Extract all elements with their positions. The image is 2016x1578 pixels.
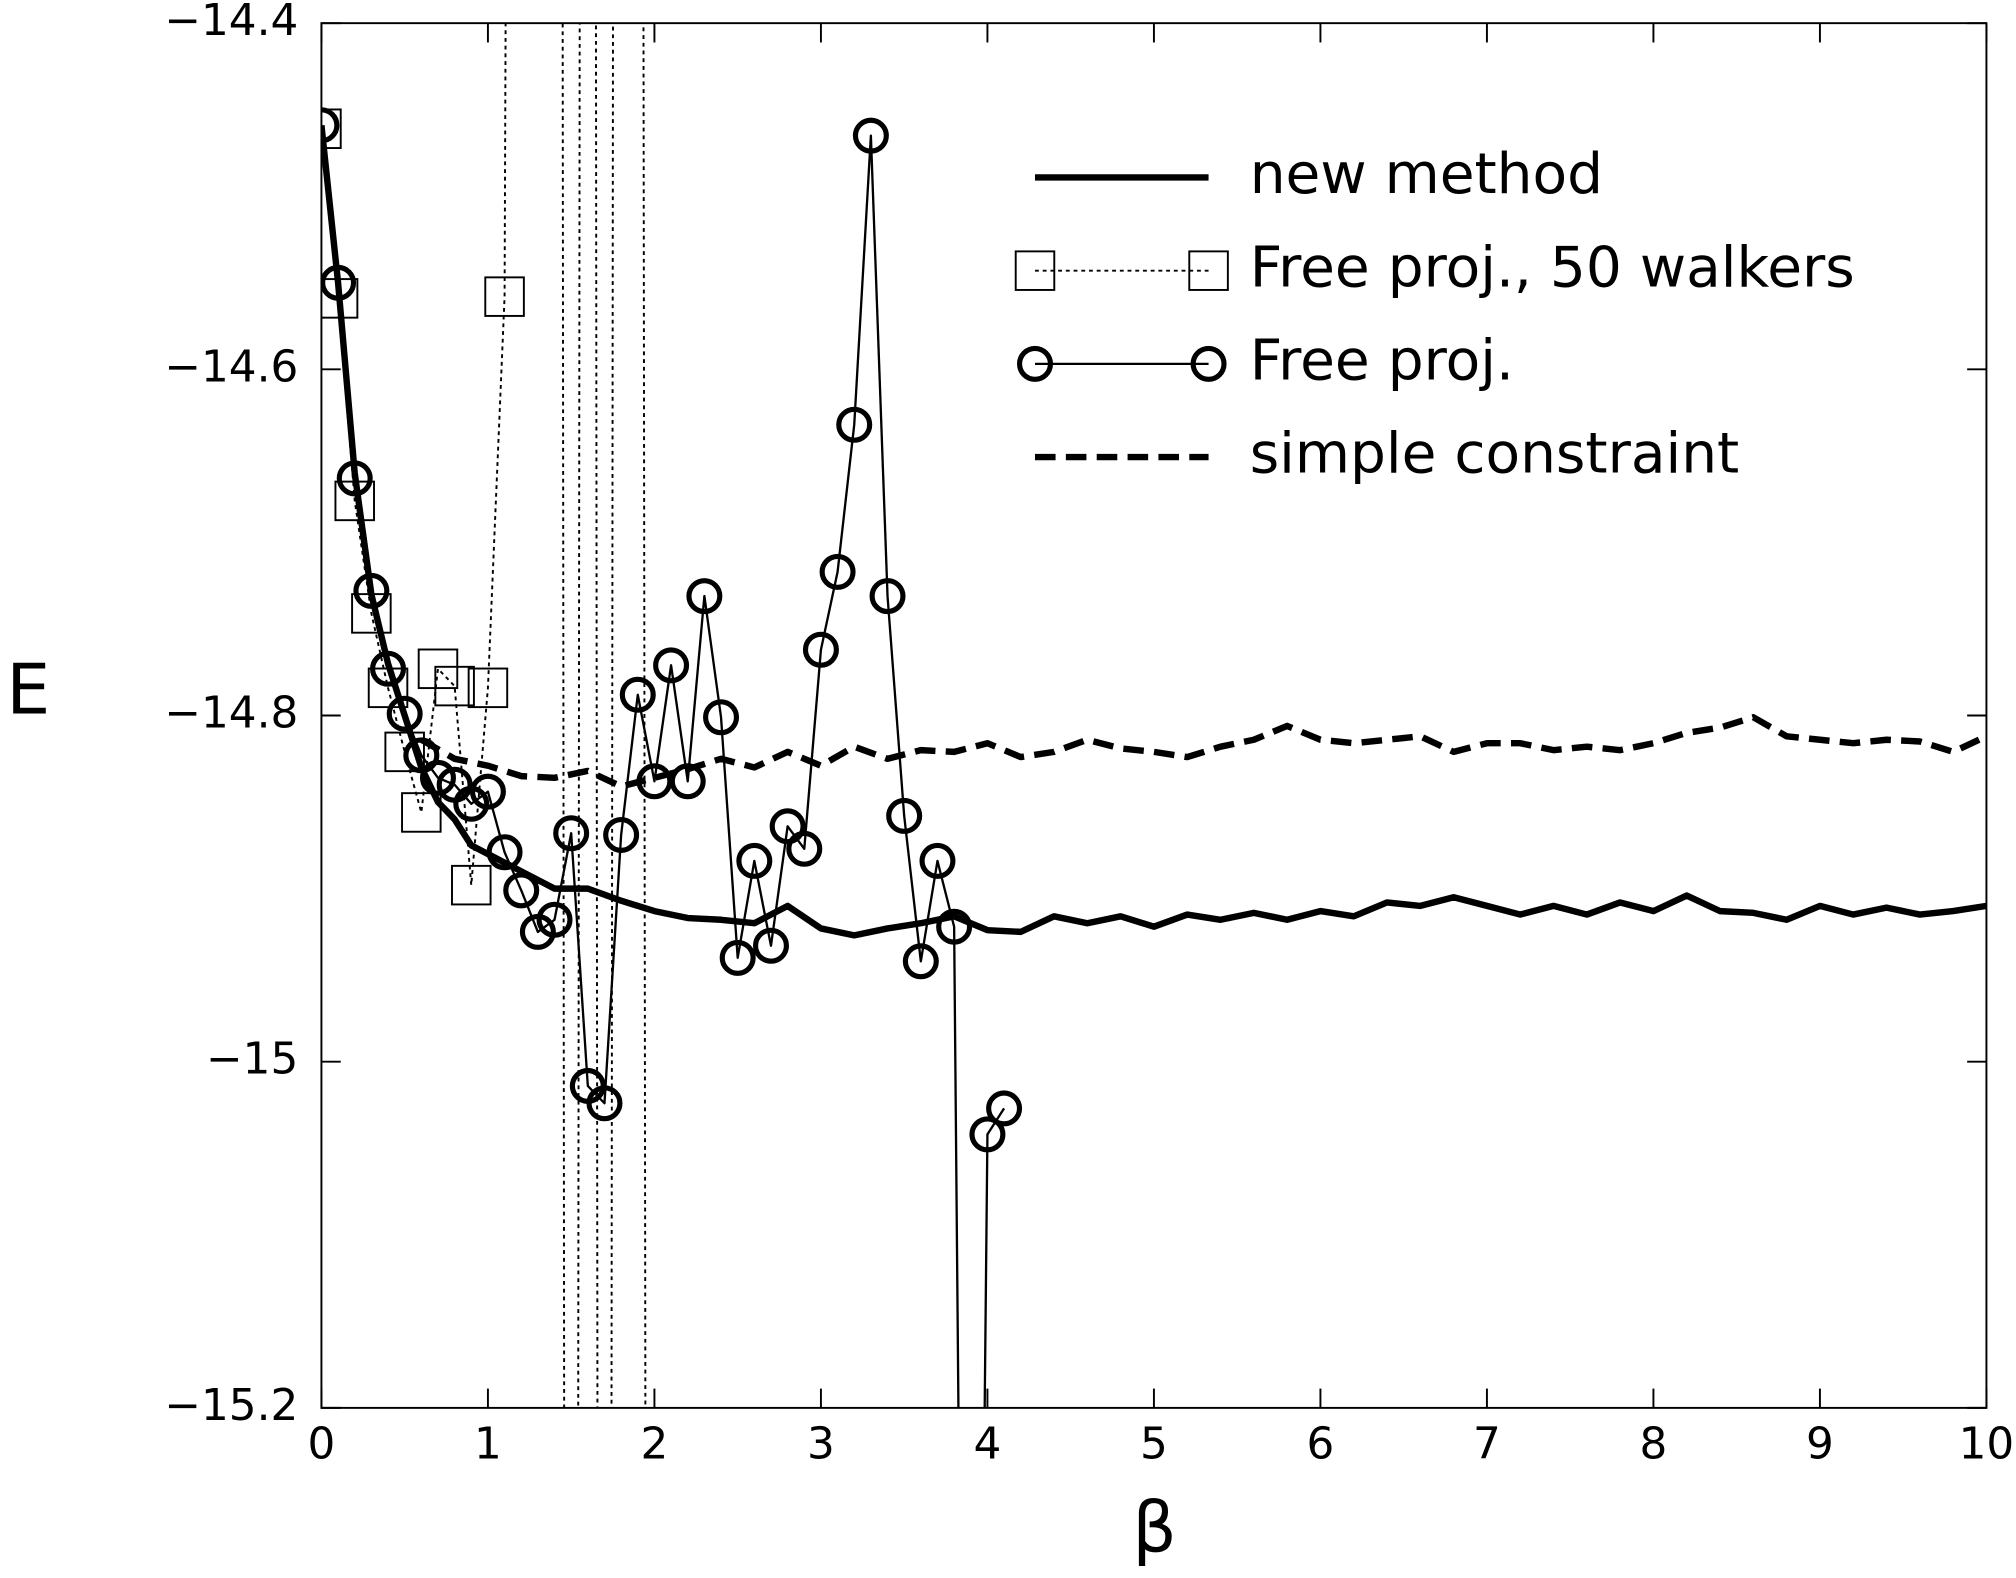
y-tick-label: −14.4 <box>164 0 298 46</box>
y-tick-label: −15.2 <box>164 1380 298 1431</box>
circle-marker <box>370 650 407 687</box>
circle-marker <box>653 647 690 684</box>
square-marker <box>384 731 425 773</box>
circle-marker <box>321 107 340 144</box>
legend-label: simple constraint <box>1250 421 1740 487</box>
series-line <box>321 124 1987 939</box>
circle-marker <box>852 117 889 154</box>
x-axis-label: β <box>1132 1489 1176 1569</box>
circle-marker <box>353 572 390 609</box>
circle-marker <box>936 908 973 945</box>
y-tick-label: −14.6 <box>164 341 298 392</box>
circle-marker <box>969 1116 1006 1153</box>
legend: new method Free proj., 50 walkers Free pro… <box>1014 141 1855 487</box>
circle-marker <box>686 578 723 615</box>
x-tick-label: 3 <box>807 1418 835 1469</box>
square-marker <box>484 276 525 317</box>
circle-marker <box>336 460 373 497</box>
y-tick-label: −15 <box>206 1034 298 1085</box>
circle-marker <box>703 699 740 736</box>
circle-marker <box>619 676 656 713</box>
plot-area <box>321 23 1987 1408</box>
circle-marker <box>802 631 839 668</box>
circle-marker <box>786 830 823 867</box>
circle-marker <box>503 872 540 909</box>
square-marker <box>1014 250 1056 291</box>
circle-marker <box>769 808 806 845</box>
x-tick-label: 5 <box>1140 1418 1168 1469</box>
square-marker <box>434 665 475 707</box>
x-tick-label: 9 <box>1806 1418 1834 1469</box>
circle-marker <box>419 759 456 796</box>
circle-marker <box>553 815 590 852</box>
circle-marker <box>886 797 923 834</box>
x-tick-label: 1 <box>474 1418 502 1469</box>
circle-marker <box>869 578 906 615</box>
circle-marker <box>752 927 789 964</box>
x-tick-label: 8 <box>1640 1418 1668 1469</box>
legend-label: Free proj., 50 walkers <box>1250 234 1855 300</box>
plot-frame <box>320 22 1988 1409</box>
circle-marker <box>469 773 506 810</box>
x-tick-label: 0 <box>308 1418 336 1469</box>
legend-label: new method <box>1250 141 1603 207</box>
series-line <box>321 23 647 1408</box>
x-tick-label: 6 <box>1307 1418 1335 1469</box>
square-marker <box>401 792 442 833</box>
series-line <box>321 125 1006 1408</box>
circle-marker <box>321 264 357 301</box>
circle-marker <box>1190 345 1227 382</box>
circle-marker <box>1017 345 1053 382</box>
circle-marker <box>486 834 523 871</box>
circle-marker <box>986 1090 1023 1127</box>
y-axis-label: E <box>6 650 50 730</box>
square-marker <box>321 108 342 149</box>
x-tick-label: 2 <box>641 1418 669 1469</box>
square-marker <box>467 667 509 709</box>
circle-marker <box>586 1085 623 1122</box>
circle-marker <box>536 901 573 938</box>
circle-marker <box>836 406 873 443</box>
x-tick-label: 10 <box>1959 1418 2015 1469</box>
x-tick-label: 4 <box>974 1418 1002 1469</box>
square-marker <box>451 864 492 906</box>
circle-marker <box>386 695 423 732</box>
circle-marker <box>819 553 856 590</box>
y-tick-label: −14.8 <box>164 688 298 739</box>
circle-marker <box>902 943 939 980</box>
circle-marker <box>919 842 956 879</box>
x-tick-label: 7 <box>1473 1418 1501 1469</box>
circle-marker <box>719 939 756 976</box>
circle-marker <box>603 816 640 853</box>
circle-marker <box>736 842 773 879</box>
square-marker <box>1188 250 1229 291</box>
series-line <box>419 714 1987 790</box>
square-marker <box>417 648 459 690</box>
legend-label: Free proj. <box>1250 328 1514 394</box>
